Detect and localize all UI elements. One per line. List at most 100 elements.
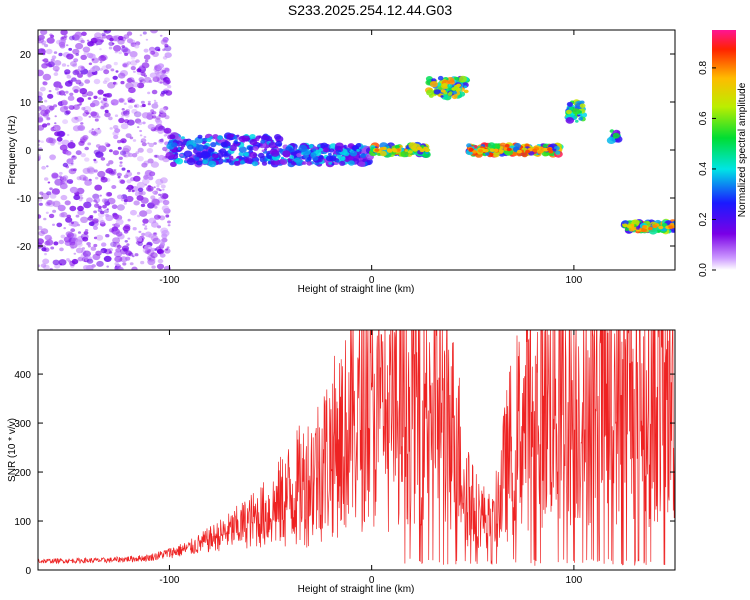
heatmap-cell: [111, 204, 118, 209]
heatmap-cell: [93, 210, 98, 214]
heatmap-cell: [82, 135, 89, 140]
heatmap-cell: [82, 46, 91, 53]
heatmap-cell: [60, 194, 68, 201]
heatmap-cell: [59, 106, 68, 113]
heatmap-cell: [93, 78, 101, 85]
heatmap-cell: [66, 158, 74, 165]
heatmap-cell: [38, 155, 41, 160]
heatmap-cell: [124, 224, 131, 230]
heatmap-cell: [220, 141, 228, 148]
heatmap-cell: [118, 72, 126, 79]
y-tick-label: 200: [14, 468, 31, 479]
heatmap-cell: [113, 82, 118, 86]
heatmap-cell: [38, 117, 44, 123]
heatmap-cell: [53, 60, 62, 66]
heatmap-cell: [112, 75, 118, 80]
heatmap-cell: [261, 149, 265, 153]
heatmap-cell: [118, 156, 123, 160]
heatmap-cell: [134, 104, 138, 108]
heatmap-cell: [86, 111, 90, 115]
heatmap-cell: [123, 202, 128, 205]
heatmap-cell: [113, 168, 117, 171]
heatmap-cell: [58, 41, 66, 48]
heatmap-cell: [152, 191, 155, 194]
heatmap-cell: [343, 144, 347, 148]
heatmap-cell: [454, 77, 460, 81]
heatmap-cell: [70, 162, 74, 165]
heatmap-cell: [135, 236, 143, 242]
heatmap-cell: [121, 167, 126, 171]
heatmap-cell: [65, 44, 69, 47]
heatmap-cell: [187, 144, 194, 150]
y-tick-label: 400: [14, 370, 31, 381]
heatmap-cell: [38, 198, 43, 202]
heatmap-cell: [126, 243, 130, 246]
heatmap-cell: [232, 143, 236, 146]
heatmap-cell: [140, 197, 149, 204]
heatmap-cell: [348, 156, 354, 161]
heatmap-cell: [98, 55, 107, 62]
heatmap-cell: [159, 253, 166, 258]
heatmap-cell: [67, 95, 75, 101]
heatmap-cell: [77, 231, 82, 234]
heatmap-cell: [137, 126, 140, 129]
heatmap-cell: [126, 31, 133, 36]
heatmap-cell: [151, 198, 160, 206]
heatmap-cell: [58, 175, 62, 178]
heatmap-cell: [91, 130, 97, 136]
heatmap-cell: [255, 138, 260, 142]
heatmap-cell: [65, 217, 73, 223]
heatmap-cell: [81, 31, 87, 36]
heatmap-cell: [340, 156, 346, 161]
heatmap-cell: [158, 154, 165, 161]
heatmap-cell: [160, 184, 166, 189]
heatmap-cell: [153, 154, 158, 158]
heatmap-cell: [236, 134, 240, 137]
y-tick-label: 0: [25, 566, 31, 577]
heatmap-cell: [134, 103, 140, 109]
heatmap-cell: [97, 170, 106, 178]
heatmap-cell: [144, 59, 149, 63]
heatmap-cell: [112, 223, 115, 226]
heatmap-cell: [162, 48, 166, 52]
heatmap-cell: [86, 52, 94, 59]
heatmap-cell: [75, 42, 84, 50]
heatmap-cell: [48, 213, 55, 219]
heatmap-cell: [77, 205, 84, 212]
heatmap-cell: [504, 143, 510, 148]
heatmap-cell: [109, 127, 113, 130]
heatmap-cell: [140, 140, 143, 143]
heatmap-cell: [461, 82, 469, 88]
heatmap-cell: [108, 41, 114, 46]
heatmap-cell: [141, 232, 146, 236]
heatmap-cell: [463, 89, 469, 94]
heatmap-cell: [128, 105, 134, 109]
heatmap-cell: [149, 72, 157, 79]
heatmap-cell: [42, 258, 50, 265]
heatmap-cell: [136, 68, 142, 73]
heatmap-cell: [80, 66, 84, 69]
heatmap-cell: [48, 90, 52, 93]
heatmap-cell: [160, 138, 164, 141]
heatmap-cell: [180, 136, 185, 140]
heatmap-cell: [458, 75, 467, 83]
colorbar-tick-label: 0.4: [698, 162, 709, 176]
heatmap-cell: [78, 87, 82, 90]
heatmap-cell: [126, 78, 133, 83]
heatmap-cell: [164, 67, 170, 72]
heatmap-cell: [91, 128, 94, 131]
heatmap-cell: [116, 204, 125, 211]
heatmap-cell: [153, 99, 157, 102]
heatmap-cell: [391, 148, 397, 152]
heatmap-cell: [84, 157, 90, 162]
heatmap-cell: [46, 200, 56, 207]
heatmap-cell: [118, 98, 124, 103]
heatmap-cell: [208, 148, 215, 153]
heatmap-cell: [66, 258, 70, 262]
heatmap-cell: [156, 67, 161, 71]
heatmap-cell: [263, 148, 268, 151]
heatmap-cell: [93, 95, 98, 100]
heatmap-cell: [109, 149, 113, 153]
heatmap-cell: [159, 74, 168, 81]
